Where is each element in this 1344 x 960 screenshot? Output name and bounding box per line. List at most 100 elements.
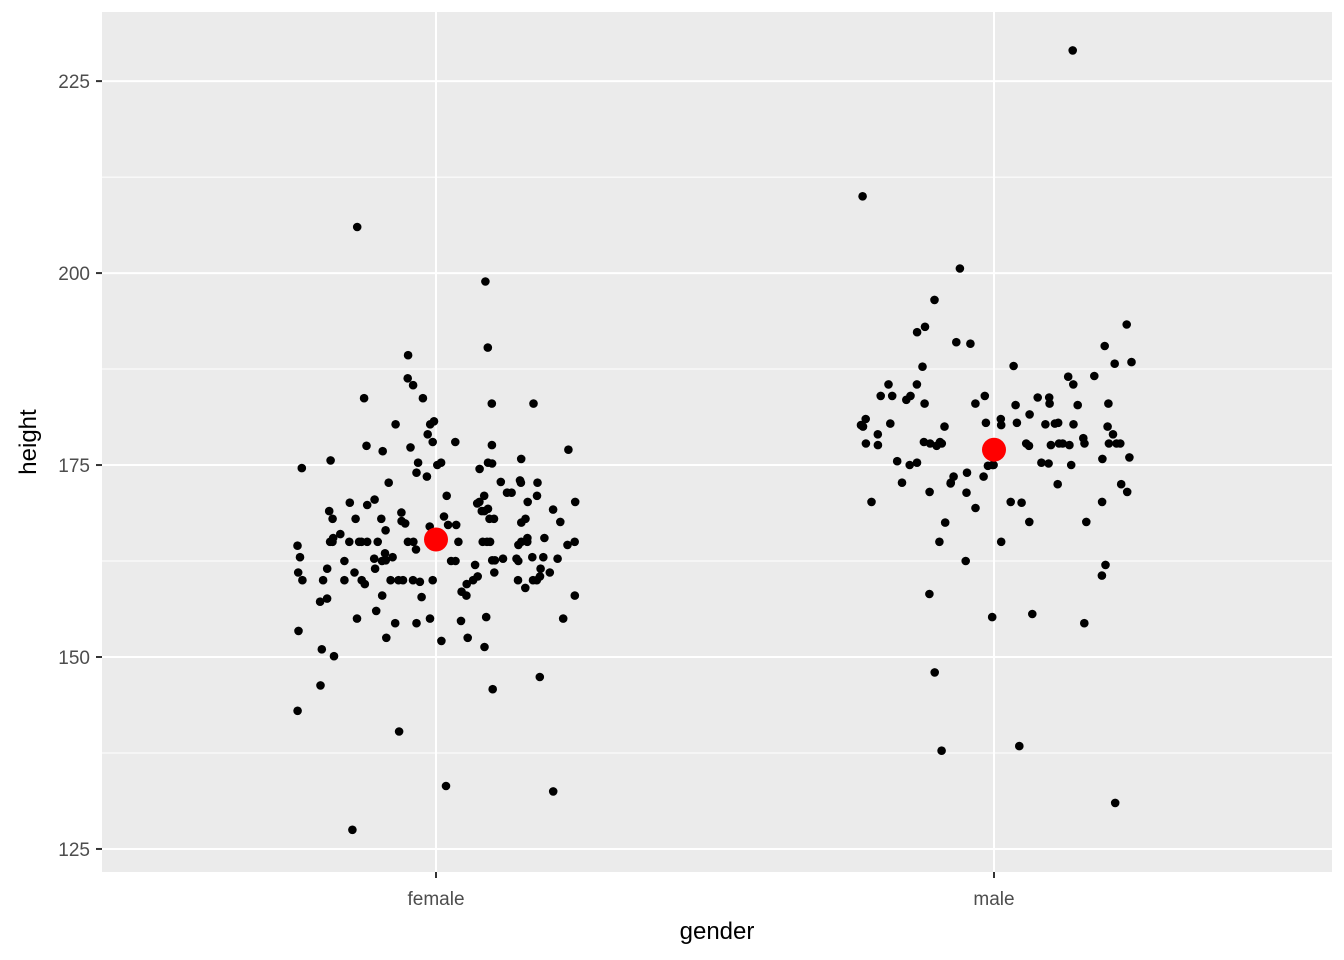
data-point <box>325 537 335 547</box>
data-point <box>533 478 542 488</box>
data-point <box>912 380 922 389</box>
y-tick-label: 200 <box>58 264 90 285</box>
data-point <box>436 458 446 468</box>
data-point <box>415 577 425 587</box>
data-point <box>322 564 332 573</box>
data-point <box>463 633 473 643</box>
data-point <box>377 591 387 600</box>
data-point <box>483 343 493 352</box>
data-point <box>369 554 379 563</box>
data-point <box>485 514 494 524</box>
data-point <box>384 478 394 488</box>
x-tick-label: female <box>407 889 464 910</box>
data-point <box>1122 320 1131 329</box>
data-point <box>354 537 364 547</box>
data-point <box>373 537 383 547</box>
grid-minor <box>102 176 1332 754</box>
data-point <box>517 518 526 527</box>
data-point <box>1045 399 1054 408</box>
data-point <box>403 374 413 383</box>
data-point <box>390 618 400 628</box>
data-point <box>318 575 328 585</box>
data-point <box>1127 357 1136 367</box>
data-point <box>1110 359 1119 369</box>
data-point <box>336 529 345 539</box>
data-point <box>480 642 489 652</box>
data-point <box>930 295 939 305</box>
data-point <box>523 497 532 507</box>
data-points <box>293 46 1136 835</box>
data-point <box>371 606 381 616</box>
data-point <box>1025 517 1034 527</box>
data-point <box>876 391 885 401</box>
data-point <box>507 488 516 498</box>
data-point <box>1037 458 1046 468</box>
data-point <box>925 487 934 497</box>
y-tick-label: 225 <box>58 72 90 93</box>
plot-panel <box>102 12 1332 872</box>
data-point <box>370 495 379 504</box>
data-point <box>979 472 988 481</box>
data-point <box>912 327 922 337</box>
data-point <box>359 393 369 403</box>
data-point <box>1100 341 1109 351</box>
data-point <box>920 322 930 332</box>
data-point <box>340 556 349 566</box>
data-point <box>388 552 397 562</box>
data-point <box>381 526 390 535</box>
data-point <box>487 399 497 408</box>
data-point <box>412 618 421 628</box>
data-point <box>1098 454 1107 464</box>
y-axis-title: height <box>15 409 42 475</box>
data-point <box>966 339 975 349</box>
data-point <box>428 575 438 585</box>
data-point <box>408 575 418 585</box>
data-point <box>981 418 991 428</box>
data-point <box>1080 439 1089 448</box>
data-point <box>1104 399 1113 408</box>
data-point <box>328 514 337 524</box>
data-point <box>442 491 452 501</box>
data-point <box>886 419 895 428</box>
data-point <box>1122 487 1132 497</box>
data-point <box>1108 430 1118 439</box>
data-point <box>925 439 935 448</box>
data-point <box>423 430 433 439</box>
data-point <box>1024 441 1034 451</box>
data-point <box>961 556 970 566</box>
data-point <box>380 549 390 558</box>
data-point <box>472 499 482 508</box>
data-point <box>391 420 400 429</box>
data-point <box>962 488 971 498</box>
data-point <box>570 591 580 600</box>
data-point <box>1101 560 1110 570</box>
data-point <box>925 589 934 599</box>
data-point <box>408 380 418 390</box>
data-point <box>294 626 303 636</box>
data-point <box>429 417 439 426</box>
data-point <box>1104 439 1114 448</box>
data-point <box>980 391 990 401</box>
data-point <box>887 391 897 401</box>
data-point <box>884 380 893 389</box>
data-point <box>483 458 493 468</box>
data-point <box>1073 400 1082 410</box>
data-point <box>1033 393 1042 402</box>
y-tick-label: 175 <box>58 456 90 477</box>
data-point <box>858 192 867 201</box>
data-point <box>428 437 438 447</box>
data-point <box>490 556 500 565</box>
data-point <box>1041 420 1050 429</box>
data-point <box>930 668 939 677</box>
data-point <box>406 443 415 452</box>
data-point <box>381 556 391 565</box>
data-point <box>487 440 497 450</box>
data-point <box>1009 361 1018 371</box>
data-point <box>902 395 911 405</box>
data-point <box>1012 418 1022 428</box>
data-point <box>512 554 521 563</box>
mean-point <box>424 527 448 552</box>
data-point <box>1053 479 1062 489</box>
data-point <box>1116 479 1126 489</box>
data-point <box>540 533 549 543</box>
